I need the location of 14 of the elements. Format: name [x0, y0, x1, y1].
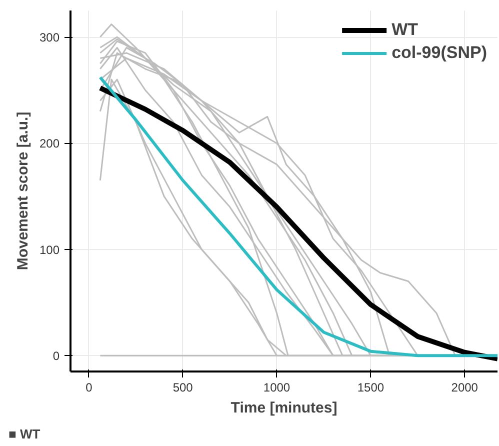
- x-tick-label: 2000: [451, 380, 478, 394]
- y-tick-label: 200: [39, 136, 60, 151]
- y-axis-title: Movement score [a.u.]: [14, 112, 32, 270]
- legend-label: WT: [392, 20, 418, 40]
- y-tick-label: 300: [39, 30, 60, 45]
- x-tick-label: 1500: [357, 380, 384, 394]
- x-axis-title: Time [minutes]: [230, 400, 338, 416]
- y-tick-label: 100: [39, 242, 60, 257]
- x-tick-label: 1000: [263, 380, 290, 394]
- x-tick-label: 0: [86, 380, 93, 394]
- legend-label: col-99(SNP): [392, 43, 487, 63]
- y-tick-label: 0: [52, 349, 60, 364]
- text: ■ WT: [8, 426, 40, 442]
- x-tick-label: 500: [172, 380, 194, 394]
